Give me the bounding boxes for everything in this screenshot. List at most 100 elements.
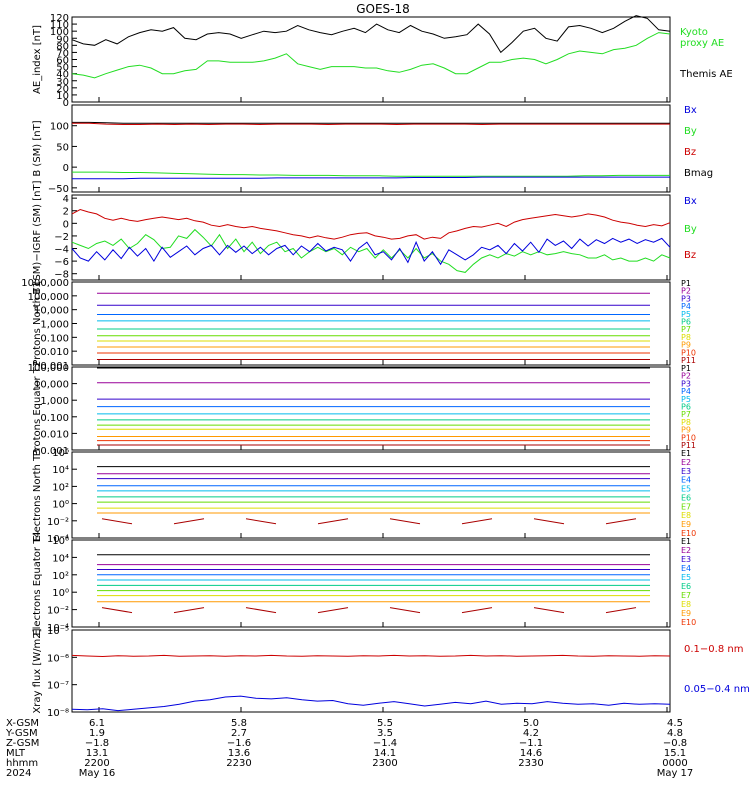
panel-7-ytick-label: 10² (52, 571, 69, 582)
footer-value: 4.5 (667, 718, 683, 729)
footer-value: 5.0 (523, 718, 539, 729)
panel-1-ytick-label: 40 (56, 70, 69, 81)
panel-5-channel-label: P7 (681, 410, 691, 419)
panel-4-ytick-label: 10,000 (34, 306, 69, 317)
panel-1-ytick-label: 110 (50, 20, 69, 31)
bigrf-legend-label: Bx (684, 196, 697, 207)
panel-6-ytick-label: 10⁴ (52, 465, 69, 476)
bsm-legend-label: Bz (684, 147, 696, 158)
panel-4-ytick-label: 0.100 (40, 333, 69, 344)
panel-4-channel-label: P11 (681, 356, 696, 365)
footer-value: −0.8 (663, 738, 687, 749)
panel-6-channel-label: E1 (681, 449, 691, 458)
panel-4-channel-label: P3 (681, 294, 691, 303)
panel-4-ytick-label: 100,000 (28, 292, 69, 303)
panel-5-channel-label: P9 (681, 426, 691, 435)
panel-3-ylabel: B (SM)−IGRF (SM) [nT] (32, 180, 43, 294)
panel-7-channel-label: E7 (681, 591, 691, 600)
footer-value: 13.1 (86, 748, 108, 759)
ae-legend-label: proxy AE (680, 38, 724, 49)
panel-4-ylabel: Protons North T1 (32, 281, 43, 365)
panel-7-channel-label: E6 (681, 582, 691, 591)
footer-value: 5.5 (377, 718, 393, 729)
panel-5-frame (71, 366, 671, 451)
panel-7-lowest-channel-segment (389, 607, 421, 614)
panel-5-ytick-label: 10,000 (34, 380, 69, 391)
panel-4-channel-label: P4 (681, 302, 691, 311)
panel-2-frame (71, 104, 671, 193)
footer-value: 14.1 (374, 748, 396, 759)
panel-1-ytick-label: 120 (50, 13, 69, 24)
footer-value: 13.6 (228, 748, 250, 759)
bigrf-legend-label: Bz (684, 250, 696, 261)
panel-3-ytick-label: −4 (54, 245, 69, 256)
panel-5-ytick-label: 100,000 (28, 363, 69, 374)
panel-7-ytick-label: 10⁶ (52, 536, 69, 547)
footer-row-label: MLT (6, 748, 26, 759)
footer-value: 14.6 (520, 748, 542, 759)
xray-legend-label: 0.05−0.4 nm (684, 684, 750, 695)
panel-6-ytick-label: 10⁻² (47, 517, 69, 528)
panel-7-lowest-channel-segment (173, 607, 205, 614)
panel-1-ytick-label: 20 (56, 84, 69, 95)
panel-7-channel-label: E4 (681, 564, 691, 573)
bigrf-legend-label: By (684, 224, 697, 235)
footer-value: 2230 (226, 758, 251, 769)
panel-1-ytick-label: 80 (56, 41, 69, 52)
footer-row-label: X-GSM (6, 718, 39, 729)
panel-6-lowest-channel-segment (101, 518, 133, 525)
panel-2-ytick-label: −50 (48, 184, 69, 195)
panel-4-channel-label: P7 (681, 325, 691, 334)
panel-1-ytick-label: 70 (56, 48, 69, 59)
panel-6-channel-label: E9 (681, 520, 691, 529)
panel-4-channel-label: P6 (681, 318, 691, 327)
panel-5-channel-label: P6 (681, 403, 691, 412)
panel-1-ytick-label: 100 (50, 27, 69, 38)
panel-5-channel-label: P1 (681, 364, 691, 373)
panel-6-lowest-channel-segment (317, 518, 349, 525)
footer-row-label: 2024 (6, 768, 31, 779)
panel-6-lowest-channel-segment (461, 518, 493, 525)
panel-3-ytick-label: 0 (63, 219, 69, 230)
panel-1-ytick-label: 0 (63, 98, 69, 109)
panel-5-ytick-label: 0.010 (40, 429, 69, 440)
ae-legend-label: Kyoto (680, 27, 708, 38)
footer-value: −1.6 (227, 738, 251, 749)
bsm-series-line (72, 171, 670, 177)
panel-2-ytick-label: 0 (63, 163, 69, 174)
panel-4-ytick-label: 1000,000 (21, 278, 69, 289)
panel-5-ytick-label: 0.100 (40, 413, 69, 424)
panel-5-channel-label: P11 (681, 441, 696, 450)
panel-6-channel-label: E4 (681, 476, 691, 485)
panel-4-channel-label: P9 (681, 341, 691, 350)
panel-5-ylabel: Protons Equator T2 (32, 361, 43, 457)
panel-6-lowest-channel-segment (173, 518, 205, 525)
chart-title: GOES-18 (356, 2, 410, 16)
panel-4-channel-label: P2 (681, 287, 691, 296)
panel-8-ytick-label: 10⁻⁶ (47, 653, 69, 664)
panel-6-ytick-label: 10² (52, 482, 69, 493)
bsm-legend-label: By (684, 126, 697, 137)
panel-3-ytick-label: −6 (54, 257, 69, 268)
panel-2-ylabel: B (SM) [nT] (32, 120, 43, 176)
footer-value: 4.8 (667, 728, 683, 739)
panel-7-lowest-channel-segment (533, 607, 565, 614)
footer-row-label: hhmm (6, 758, 38, 769)
panel-6-ytick-label: 10⁻⁴ (47, 534, 69, 545)
panel-5-channel-label: P4 (681, 387, 691, 396)
panel-1-frame (71, 16, 671, 103)
footer-value: −1.8 (85, 738, 109, 749)
panel-4-ytick-label: 0.001 (40, 361, 69, 372)
panel-6-channel-label: E3 (681, 467, 691, 476)
panel-6-channel-label: E5 (681, 485, 691, 494)
panel-7-lowest-channel-segment (461, 607, 493, 614)
xray-legend-label: 0.1−0.8 nm (684, 644, 743, 655)
panel-6-channel-label: E10 (681, 529, 696, 538)
panel-7-ytick-label: 10⁻⁴ (47, 623, 69, 634)
panel-3-ytick-label: 4 (63, 194, 69, 205)
panel-2-ytick-label: 100 (50, 122, 69, 133)
footer-value: 2300 (372, 758, 397, 769)
panel-3-frame (71, 194, 671, 281)
panel-8-ytick-label: 10⁻⁷ (47, 681, 69, 692)
panel-2-ytick-label: 50 (56, 142, 69, 153)
